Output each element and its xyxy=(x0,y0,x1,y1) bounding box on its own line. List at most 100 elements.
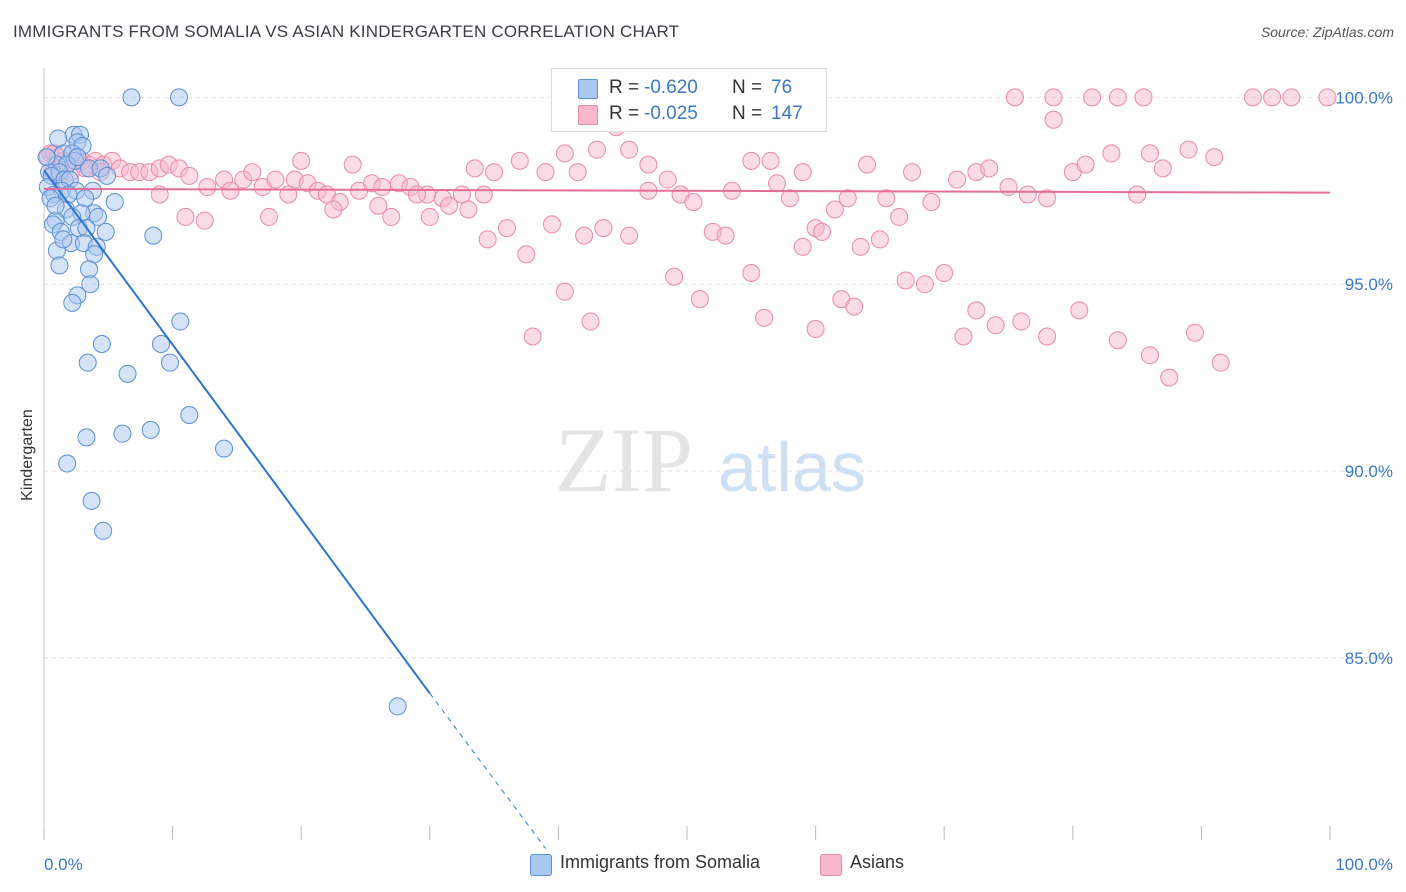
data-point-somalia xyxy=(78,353,97,372)
data-point-somalia xyxy=(49,129,68,148)
data-point-asians xyxy=(620,140,639,159)
data-point-asians xyxy=(793,237,812,256)
data-point-asians xyxy=(150,185,169,204)
data-point-asians xyxy=(373,178,392,197)
data-point-asians xyxy=(198,178,217,197)
data-point-asians xyxy=(555,144,574,163)
legend-n-value: 147 xyxy=(771,103,803,124)
legend-label-somalia: Immigrants from Somalia xyxy=(560,852,761,872)
data-point-asians xyxy=(279,185,298,204)
data-point-somalia xyxy=(113,424,132,443)
data-point-asians xyxy=(1134,88,1153,107)
data-point-somalia xyxy=(54,230,73,249)
data-point-asians xyxy=(420,207,439,226)
data-point-somalia xyxy=(37,148,56,167)
data-point-somalia xyxy=(81,275,100,294)
data-point-asians xyxy=(575,226,594,245)
trend-line-somalia xyxy=(43,169,431,694)
watermark-atlas: atlas xyxy=(718,428,866,506)
data-point-somalia xyxy=(215,439,234,458)
legend-swatch-asians xyxy=(578,105,598,125)
data-point-asians xyxy=(382,207,401,226)
data-point-asians xyxy=(825,200,844,219)
legend-n-value: 76 xyxy=(771,77,793,98)
data-point-asians xyxy=(890,207,909,226)
data-point-asians xyxy=(1044,110,1063,129)
data-point-asians xyxy=(465,159,484,178)
data-point-asians xyxy=(176,207,195,226)
data-point-somalia xyxy=(50,256,69,275)
data-point-asians xyxy=(684,192,703,211)
data-point-asians xyxy=(1128,185,1147,204)
legend-r-value: -0.025 xyxy=(644,103,698,124)
y-tick-label: 95.0% xyxy=(1345,275,1393,294)
data-point-somalia xyxy=(77,428,96,447)
data-point-somalia xyxy=(85,245,104,264)
data-point-asians xyxy=(896,271,915,290)
data-point-asians xyxy=(407,185,426,204)
data-point-asians xyxy=(1044,88,1063,107)
legend-r-label: R = xyxy=(609,103,640,124)
data-point-asians xyxy=(858,155,877,174)
data-point-asians xyxy=(1018,185,1037,204)
data-point-asians xyxy=(755,308,774,327)
data-point-asians xyxy=(243,163,262,182)
y-tick-label: 90.0% xyxy=(1345,462,1393,481)
data-point-asians xyxy=(221,181,240,200)
data-point-asians xyxy=(877,189,896,208)
data-point-somalia xyxy=(98,166,117,185)
data-point-asians xyxy=(555,282,574,301)
data-point-somalia xyxy=(118,364,137,383)
trend-lines xyxy=(43,169,1331,849)
data-point-somalia xyxy=(63,293,82,312)
data-point-asians xyxy=(260,207,279,226)
data-point-asians xyxy=(1211,353,1230,372)
data-point-asians xyxy=(935,263,954,282)
data-point-asians xyxy=(292,151,311,170)
data-point-asians xyxy=(510,151,529,170)
data-point-asians xyxy=(1153,159,1172,178)
data-point-asians xyxy=(536,163,555,182)
data-point-asians xyxy=(922,192,941,211)
data-point-asians xyxy=(742,263,761,282)
data-point-asians xyxy=(742,151,761,170)
data-point-somalia xyxy=(80,260,99,279)
data-point-asians xyxy=(1012,312,1031,331)
data-point-somalia xyxy=(46,196,65,215)
data-point-asians xyxy=(813,222,832,241)
data-point-asians xyxy=(440,196,459,215)
data-point-asians xyxy=(793,163,812,182)
data-point-asians xyxy=(980,159,999,178)
legend-row-asians: R = -0.025 N = 147 xyxy=(552,101,826,127)
data-point-asians xyxy=(587,140,606,159)
watermark-zip: ZIP xyxy=(555,409,693,511)
data-point-asians xyxy=(1070,301,1089,320)
data-point-asians xyxy=(195,211,214,230)
gridlines xyxy=(44,96,1390,659)
data-point-asians xyxy=(343,155,362,174)
data-point-asians xyxy=(1108,331,1127,350)
data-point-asians xyxy=(1179,140,1198,159)
data-point-asians xyxy=(1108,88,1127,107)
legend-label-asians: Asians xyxy=(850,852,905,872)
x-tick-label: 0.0% xyxy=(44,855,83,874)
legend-r-label: R = xyxy=(609,77,640,98)
data-point-somalia xyxy=(76,189,95,208)
data-point-asians xyxy=(768,174,787,193)
data-point-somalia xyxy=(152,334,171,353)
legend-r-value: -0.620 xyxy=(644,77,698,98)
data-point-asians xyxy=(369,196,388,215)
legend-swatch-somalia xyxy=(530,854,552,876)
legend-row-somalia: R = -0.620 N = 76 xyxy=(552,75,826,101)
data-point-asians xyxy=(1263,88,1282,107)
data-point-asians xyxy=(266,170,285,189)
data-point-asians xyxy=(1243,88,1262,107)
data-point-somalia xyxy=(89,207,108,226)
data-point-asians xyxy=(459,200,478,219)
trend-line-somalia-extension xyxy=(429,693,546,849)
data-point-asians xyxy=(1038,189,1057,208)
data-point-somalia xyxy=(144,226,163,245)
data-point-asians xyxy=(1083,88,1102,107)
data-point-asians xyxy=(780,189,799,208)
